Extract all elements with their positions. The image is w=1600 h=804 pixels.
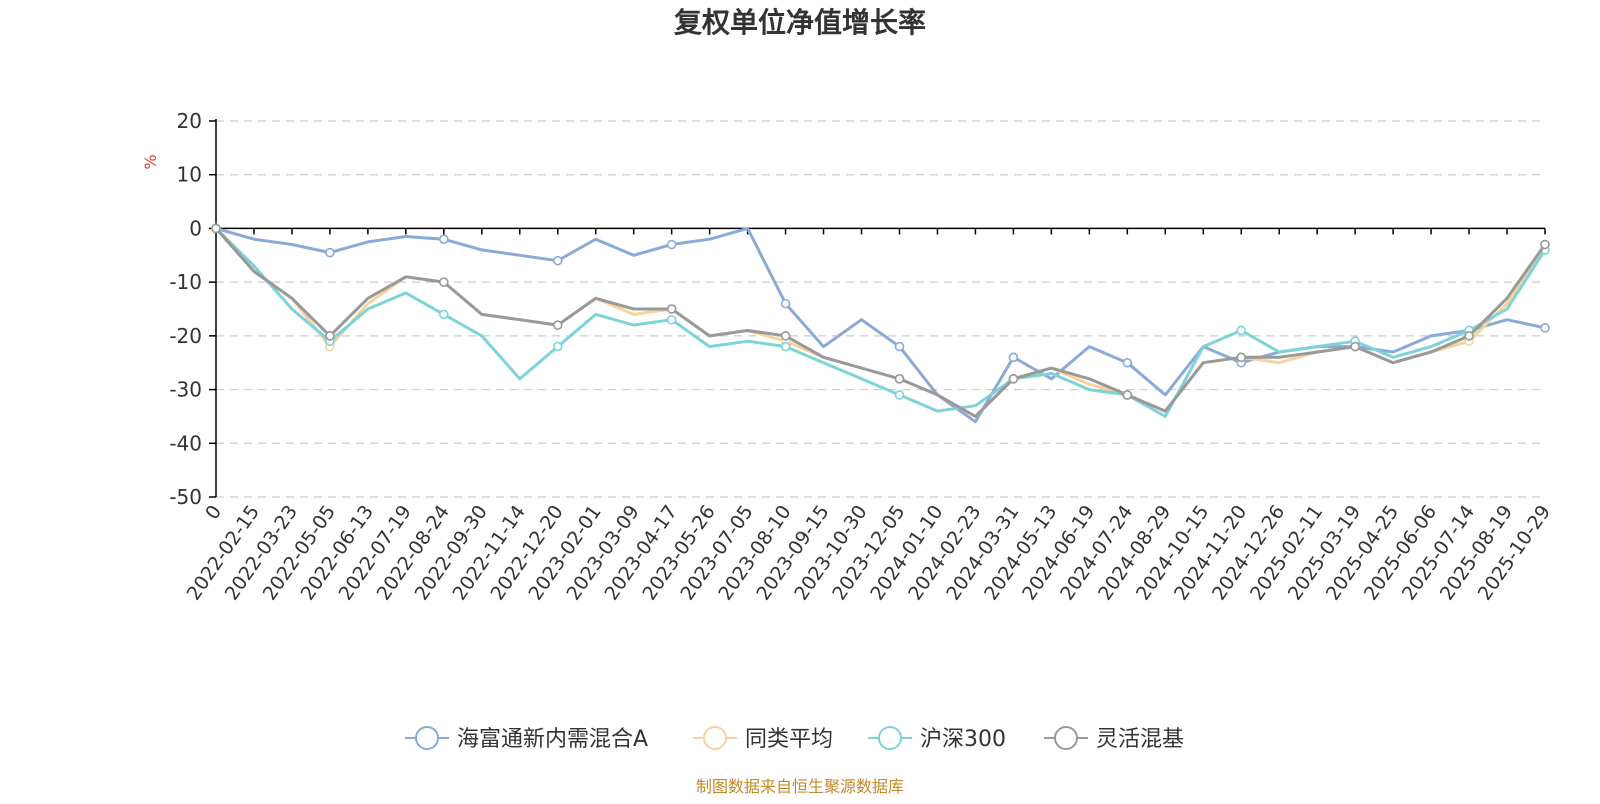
legend-label: 沪深300 — [920, 727, 1006, 752]
legend-marker — [703, 726, 727, 750]
series-lines — [211, 223, 1550, 424]
x-tick-label: 0 — [201, 501, 226, 524]
data-point — [1008, 374, 1019, 384]
data-point — [666, 304, 677, 314]
data-point — [780, 341, 791, 352]
data-point — [439, 234, 449, 244]
series-line — [214, 226, 1547, 418]
y-tick-label: -50 — [169, 485, 202, 509]
data-point — [439, 309, 449, 320]
data-point — [1122, 390, 1133, 400]
legend[interactable]: 海富通新内需混合A 同类平均 沪深300 灵活混基 — [405, 726, 1184, 752]
y-tick-label: -40 — [169, 431, 202, 455]
data-point — [325, 247, 335, 258]
legend-label: 同类平均 — [745, 727, 833, 752]
data-point — [894, 374, 905, 384]
legend-item[interactable]: 灵活混基 — [1044, 726, 1184, 752]
legend-marker — [878, 726, 902, 750]
legend-item[interactable]: 沪深300 — [868, 726, 1006, 752]
data-point — [1540, 322, 1550, 333]
data-point — [211, 223, 221, 234]
data-point — [780, 298, 791, 309]
y-tick-label: -10 — [169, 270, 202, 294]
series-line — [214, 226, 1547, 418]
data-point — [894, 390, 905, 400]
data-point — [439, 277, 449, 287]
y-tick-label: 10 — [177, 163, 202, 187]
y-tick-label: -20 — [169, 324, 202, 348]
data-point — [325, 331, 335, 341]
data-point — [1236, 325, 1247, 336]
legend-label: 海富通新内需混合A — [457, 727, 648, 752]
axes: 20100-10-20-30-40-5002022-02-152022-03-2… — [169, 109, 1555, 604]
data-point — [1350, 341, 1360, 352]
series-line — [214, 226, 1547, 424]
data-point — [780, 331, 791, 341]
data-point — [1464, 331, 1474, 341]
y-axis-unit-label: % — [141, 154, 160, 169]
data-point — [552, 255, 563, 266]
data-point — [1008, 352, 1019, 363]
legend-label: 灵活混基 — [1096, 727, 1184, 752]
grid-lines — [216, 120, 1545, 498]
series-group — [211, 223, 1550, 424]
data-point — [552, 341, 563, 352]
data-source-note: 制图数据来自恒生聚源数据库 — [696, 777, 904, 796]
data-point — [1540, 239, 1550, 250]
data-point — [1236, 352, 1247, 363]
y-tick-label: 20 — [177, 109, 202, 133]
data-point — [666, 314, 677, 325]
legend-item[interactable]: 同类平均 — [693, 726, 833, 752]
y-tick-label: -30 — [169, 378, 202, 402]
data-point — [552, 320, 563, 330]
series-group — [211, 223, 1550, 418]
legend-item[interactable]: 海富通新内需混合A — [405, 726, 648, 752]
data-point — [1122, 357, 1133, 368]
legend-marker — [415, 726, 439, 750]
series-group — [211, 223, 1550, 418]
y-tick-label: 0 — [189, 216, 202, 240]
chart-title: 复权单位净值增长率 — [674, 6, 926, 39]
legend-marker — [1054, 726, 1078, 750]
data-point — [894, 341, 905, 352]
data-point — [666, 239, 677, 250]
